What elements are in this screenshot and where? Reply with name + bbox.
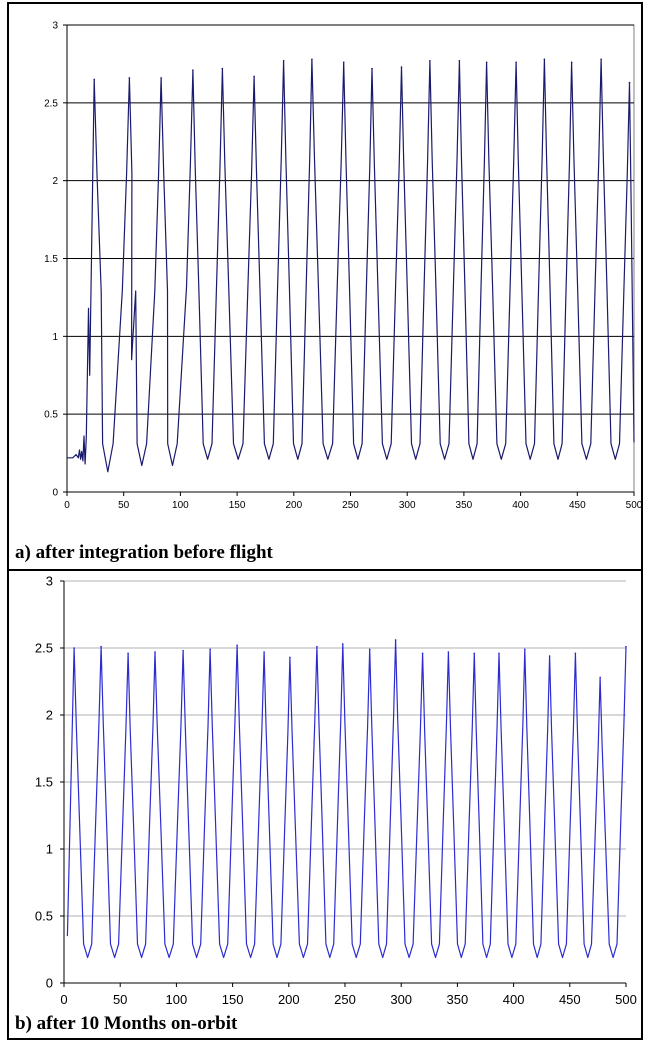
x-tick-label-b-10: 500 (615, 992, 637, 1007)
peak-point-a-6 (282, 60, 285, 62)
peak-point-b-19 (574, 652, 577, 655)
peak-point-b-17 (524, 648, 526, 651)
peak-point-b-3 (154, 651, 156, 653)
peak-point-a-5 (253, 75, 255, 78)
chart-b: 0 0.5 1 1.5 2 2.5 3 0 50 100 150 200 250 300 350 400 450… (35, 574, 637, 1007)
peak-point-b-7 (263, 651, 265, 653)
x-tick-label-a-2: 100 (172, 500, 189, 511)
x-tick-label-b-3: 150 (222, 992, 244, 1007)
peak-point-a-14 (515, 61, 517, 64)
y-tick-label-a-6: 3 (52, 21, 58, 32)
y-tick-label-b-0: 0 (46, 976, 53, 991)
peak-point-a-0 (93, 78, 96, 81)
x-tick-label-b-7: 350 (447, 992, 469, 1007)
x-tick-label-a-3: 150 (229, 500, 246, 511)
peak-point-a-17 (600, 58, 602, 61)
y-tick-label-a-0: 0 (52, 488, 58, 499)
x-tick-label-a-6: 300 (399, 500, 416, 511)
x-tick-label-b-6: 300 (390, 992, 412, 1007)
peak-point-b-2 (127, 652, 129, 655)
peak-point-b-1 (100, 645, 102, 648)
peak-point-b-12 (394, 639, 397, 641)
caption-a: a) after integration before flight (15, 542, 273, 563)
peak-point-a-15 (543, 58, 546, 61)
peak-point-b-16 (498, 652, 500, 655)
peak-point-a-11 (429, 60, 431, 62)
x-tick-label-b-0: 0 (60, 992, 67, 1007)
x-tick-label-b-4: 200 (278, 992, 300, 1007)
x-tick-label-b-2: 100 (166, 992, 188, 1007)
panel-b: 0 0.5 1 1.5 2 2.5 3 0 50 100 150 200 250 300 350 400 450… (9, 571, 641, 1038)
peak-point-a-7 (311, 58, 313, 61)
x-tick-label-a-1: 50 (118, 500, 130, 511)
peak-point-a-10 (400, 66, 403, 68)
peak-point-b-0 (73, 647, 75, 649)
peak-point-a-8 (342, 61, 345, 64)
peak-point-a-12 (458, 60, 461, 62)
panel-a: 0 0.5 1 1.5 2 2.5 3 0 50 100 150 200 250 300 350 400 450… (9, 4, 641, 571)
series-line-b-0 (66, 639, 627, 959)
peak-point-b-21 (625, 645, 627, 648)
y-tick-label-b-5: 2.5 (35, 641, 53, 656)
peak-point-b-4 (182, 649, 184, 652)
peak-point-b-10 (341, 643, 344, 645)
x-tick-label-a-8: 400 (512, 500, 529, 511)
peak-point-a-13 (485, 61, 488, 64)
x-tick-label-a-0: 0 (64, 500, 70, 511)
x-tick-label-b-1: 50 (113, 992, 127, 1007)
y-tick-label-b-4: 2 (46, 708, 53, 723)
y-tick-label-a-1: 0.5 (44, 410, 58, 421)
y-tick-label-b-1: 0.5 (35, 909, 53, 924)
y-tick-label-b-6: 3 (46, 574, 53, 589)
chart-a: 0 0.5 1 1.5 2 2.5 3 0 50 100 150 200 250 300 350 400 450… (44, 21, 641, 512)
peak-point-b-8 (289, 656, 291, 659)
peak-point-a-9 (371, 67, 373, 70)
series-line-a-0 (67, 58, 635, 473)
x-tick-label-a-4: 200 (285, 500, 302, 511)
x-tick-label-b-8: 400 (503, 992, 525, 1007)
x-tick-label-b-5: 250 (334, 992, 356, 1007)
peak-point-a-16 (570, 61, 573, 64)
peak-point-a-2 (160, 77, 162, 79)
x-tick-label-b-9: 450 (559, 992, 581, 1007)
peak-point-b-14 (447, 651, 450, 653)
peak-point-b-18 (548, 655, 551, 657)
peak-point-a-18 (628, 81, 631, 84)
peak-point-b-6 (236, 644, 238, 647)
x-tick-label-a-10: 500 (626, 500, 641, 511)
x-tick-label-a-7: 350 (456, 500, 473, 511)
y-tick-label-a-3: 1.5 (44, 254, 58, 265)
peak-point-a-3 (192, 69, 194, 71)
peak-point-b-9 (316, 645, 318, 648)
x-tick-label-a-5: 250 (342, 500, 359, 511)
y-tick-label-a-2: 1 (52, 332, 58, 343)
peak-point-a-1 (128, 77, 131, 79)
y-tick-label-a-4: 2 (52, 176, 58, 187)
figure: 0 0.5 1 1.5 2 2.5 3 0 50 100 150 200 250 300 350 400 450… (7, 2, 643, 1040)
y-tick-label-b-3: 1.5 (35, 775, 53, 790)
caption-b: b) after 10 Months on-orbit (15, 1013, 238, 1034)
peak-point-a-4 (221, 67, 224, 70)
peak-point-b-20 (599, 676, 601, 679)
peak-point-b-5 (209, 648, 211, 651)
y-tick-label-b-2: 1 (46, 842, 53, 857)
y-tick-label-a-5: 2.5 (44, 98, 58, 109)
peak-point-b-15 (473, 652, 476, 655)
x-tick-label-a-9: 450 (569, 500, 586, 511)
peak-point-b-11 (368, 648, 371, 651)
peak-point-b-13 (421, 652, 424, 655)
